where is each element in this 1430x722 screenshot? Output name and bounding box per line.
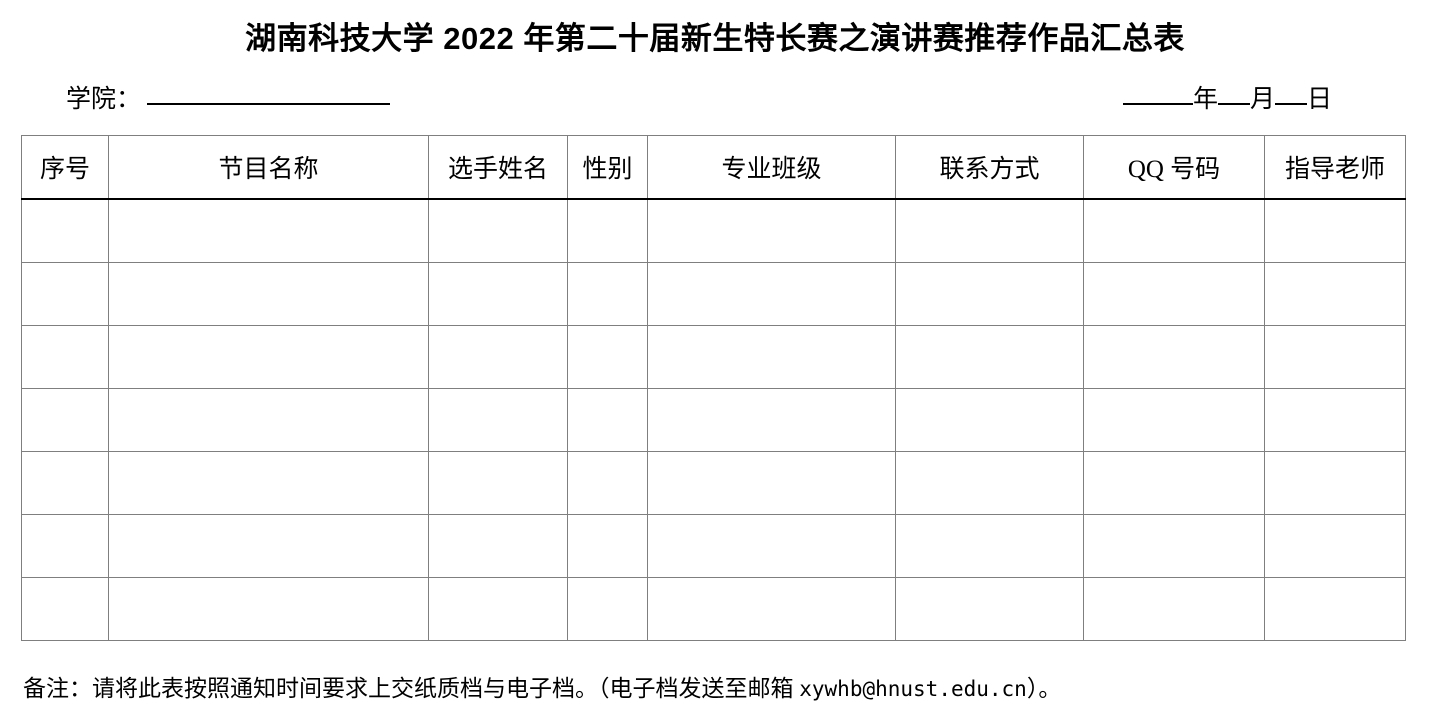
table-header-contact: 联系方式 [895,135,1084,200]
table-cell-instructor[interactable] [1264,451,1406,515]
table-cell-index[interactable] [21,325,109,389]
table-header-major: 专业班级 [647,135,896,200]
table-cell-gender[interactable] [567,262,648,326]
table-cell-program[interactable] [108,388,429,452]
table-cell-player[interactable] [428,325,568,389]
table-cell-instructor[interactable] [1264,577,1406,641]
table-cell-program[interactable] [108,451,429,515]
footer-note-suffix: ）。 [1026,676,1062,701]
table-cell-contact[interactable] [895,451,1084,515]
table-cell-major[interactable] [647,262,896,326]
table-cell-qq[interactable] [1083,262,1265,326]
page-title: 湖南科技大学 2022 年第二十届新生特长赛之演讲赛推荐作品汇总表 [245,21,1185,56]
table-cell-program[interactable] [108,262,429,326]
table-head: 序号 节目名称 选手姓名 性别 专业班级 联系方式 QQ 号码 指导老师 [21,135,1406,200]
table-cell-index[interactable] [21,577,109,641]
table-cell-gender[interactable] [567,451,648,515]
table-header-instructor: 指导老师 [1264,135,1406,200]
table-cell-player[interactable] [428,198,568,263]
table-cell-instructor[interactable] [1264,388,1406,452]
date-day-blank[interactable] [1274,83,1307,105]
date-day-label: 日 [1306,86,1332,113]
college-label: 学院： [66,86,142,113]
table-cell-qq[interactable] [1083,325,1265,389]
table-cell-index[interactable] [21,451,109,515]
table-cell-contact[interactable] [895,514,1084,578]
table-cell-player[interactable] [428,577,568,641]
table-cell-contact[interactable] [895,262,1084,326]
table-cell-qq[interactable] [1083,388,1265,452]
table-cell-gender[interactable] [567,388,648,452]
table-cell-player[interactable] [428,262,568,326]
table-cell-instructor[interactable] [1264,262,1406,326]
table-row [21,451,1406,515]
table-cell-index[interactable] [21,388,109,452]
table-cell-gender[interactable] [567,198,648,263]
college-field: 学院： [66,82,391,118]
table-row [21,325,1406,389]
table-cell-contact[interactable] [895,325,1084,389]
table-cell-major[interactable] [647,198,896,263]
submission-table-wrapper: 序号 节目名称 选手姓名 性别 专业班级 联系方式 QQ 号码 指导老师 [21,135,1406,641]
table-cell-index[interactable] [21,514,109,578]
table-cell-major[interactable] [647,325,896,389]
table-cell-contact[interactable] [895,198,1084,263]
table-cell-major[interactable] [647,577,896,641]
table-header-gender: 性别 [567,135,648,200]
table-cell-program[interactable] [108,325,429,389]
table-body [21,198,1406,641]
submission-table: 序号 节目名称 选手姓名 性别 专业班级 联系方式 QQ 号码 指导老师 [21,135,1406,641]
date-field: 年月日 [1122,82,1332,118]
date-year-label: 年 [1192,86,1218,113]
table-cell-player[interactable] [428,451,568,515]
college-blank-line[interactable] [147,83,391,105]
table-cell-program[interactable] [108,577,429,641]
table-cell-player[interactable] [428,388,568,452]
contact-email: xywhb@hnust.edu.cn [799,677,1027,701]
table-header-qq: QQ 号码 [1083,135,1265,200]
meta-row: 学院： 年 月 日 [0,82,1430,120]
table-cell-qq[interactable] [1083,577,1265,641]
table-cell-instructor[interactable] [1264,514,1406,578]
date-year-blank[interactable] [1122,83,1193,105]
date-month-blank[interactable] [1217,83,1250,105]
table-header-index: 序号 [21,135,109,200]
table-cell-contact[interactable] [895,388,1084,452]
table-row [21,198,1406,263]
footer-note: 备注：请将此表按照通知时间要求上交纸质档与电子档。（电子档发送至邮箱 xywhb… [23,672,1061,706]
table-cell-gender[interactable] [567,325,648,389]
table-cell-contact[interactable] [895,577,1084,641]
table-cell-player[interactable] [428,514,568,578]
table-header-program: 节目名称 [108,135,429,200]
table-row [21,577,1406,641]
table-row [21,388,1406,452]
table-cell-program[interactable] [108,198,429,263]
footer-note-prefix: 备注：请将此表按照通知时间要求上交纸质档与电子档。（电子档发送至邮箱 [23,676,800,701]
table-cell-instructor[interactable] [1264,198,1406,263]
table-cell-program[interactable] [108,514,429,578]
table-row [21,514,1406,578]
table-header-player: 选手姓名 [428,135,568,200]
table-cell-major[interactable] [647,388,896,452]
table-cell-instructor[interactable] [1264,325,1406,389]
table-cell-gender[interactable] [567,514,648,578]
table-cell-qq[interactable] [1083,514,1265,578]
date-month-label: 月 [1249,86,1275,113]
table-cell-index[interactable] [21,262,109,326]
table-cell-index[interactable] [21,198,109,263]
table-cell-major[interactable] [647,451,896,515]
table-cell-gender[interactable] [567,577,648,641]
table-header-row: 序号 节目名称 选手姓名 性别 专业班级 联系方式 QQ 号码 指导老师 [21,135,1406,200]
table-row [21,262,1406,326]
table-cell-qq[interactable] [1083,451,1265,515]
table-cell-qq[interactable] [1083,198,1265,263]
table-cell-major[interactable] [647,514,896,578]
